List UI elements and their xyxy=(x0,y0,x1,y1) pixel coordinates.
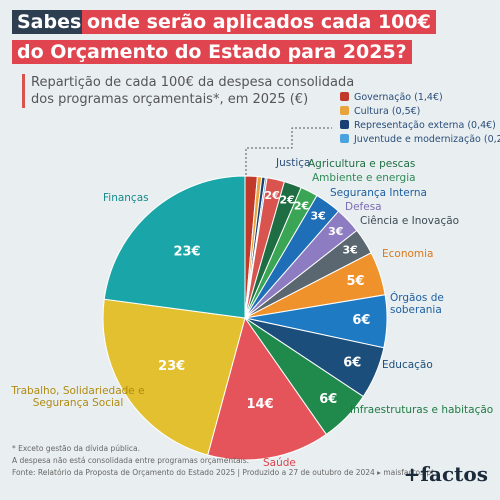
legend-item: Representação externa (0,4€) xyxy=(340,120,496,131)
value-label: 6€ xyxy=(343,356,361,371)
category-label: Economia xyxy=(382,248,434,260)
footnote: Fonte: Relatório da Proposta de Orçament… xyxy=(12,468,435,477)
value-label: (0,4€) xyxy=(467,120,496,131)
legend-label: Representação externa xyxy=(354,120,465,131)
category-label: Saúde xyxy=(263,457,296,469)
value-label: 23€ xyxy=(158,359,185,374)
value-label: 5€ xyxy=(346,274,364,289)
legend-swatch xyxy=(340,106,349,115)
legend-item: Governação (1,4€) xyxy=(340,92,443,103)
category-label: Finanças xyxy=(103,192,149,204)
value-label: 2€ xyxy=(264,189,279,202)
category-label: Ciência e Inovação xyxy=(360,215,460,227)
legend-item: Cultura (0,5€) xyxy=(340,106,420,117)
category-label: Segurança Interna xyxy=(330,187,427,199)
value-label: 2€ xyxy=(294,200,309,213)
category-label: Defesa xyxy=(345,201,382,213)
legend-swatch xyxy=(340,134,349,143)
category-label: Ambiente e energia xyxy=(312,172,416,184)
title: do Orçamento do Estado para 2025? xyxy=(12,40,412,64)
value-label: 23€ xyxy=(173,244,200,259)
category-label: Educação xyxy=(382,359,433,371)
value-label: (0,2€) xyxy=(483,134,500,145)
legend-item: Juventude e modernização (0,2€) xyxy=(340,134,500,145)
legend-swatch xyxy=(340,92,349,101)
value-label: 6€ xyxy=(319,392,337,407)
value-label: 6€ xyxy=(352,313,370,328)
category-label: Agricultura e pescas xyxy=(308,158,416,170)
footnote: A despesa não está consolidada entre pro… xyxy=(12,456,249,465)
legend-label: Cultura xyxy=(354,106,389,117)
category-label: Trabalho, Solidariedade e Segurança Soci… xyxy=(11,385,145,409)
category-label: Órgãos de soberania xyxy=(390,292,444,316)
title: Sabes xyxy=(12,10,87,34)
legend-label: Juventude e modernização xyxy=(354,134,481,145)
legend-label: Governação xyxy=(354,92,412,103)
subtitle: Repartição de cada 100€ da despesa conso… xyxy=(22,74,361,108)
legend-swatch xyxy=(340,120,349,129)
value-label: 2€ xyxy=(279,193,294,206)
title: onde serão aplicados cada 100€ xyxy=(82,10,436,34)
leader-line xyxy=(245,127,332,175)
pie-slice xyxy=(207,316,327,461)
logo: +factos xyxy=(403,462,488,486)
value-label: (1,4€) xyxy=(414,92,443,103)
value-label: 3€ xyxy=(328,225,343,238)
category-label: Justiça xyxy=(276,157,311,169)
pie-slice xyxy=(103,175,246,319)
value-label: (0,5€) xyxy=(391,106,421,117)
category-label: Infraestruturas e habitação xyxy=(350,404,494,416)
pie-slice xyxy=(102,298,246,456)
value-label: 14€ xyxy=(246,397,273,412)
value-label: 3€ xyxy=(310,210,325,223)
footnote: * Exceto gestão da dívida pública. xyxy=(12,444,141,453)
value-label: 3€ xyxy=(343,244,358,257)
